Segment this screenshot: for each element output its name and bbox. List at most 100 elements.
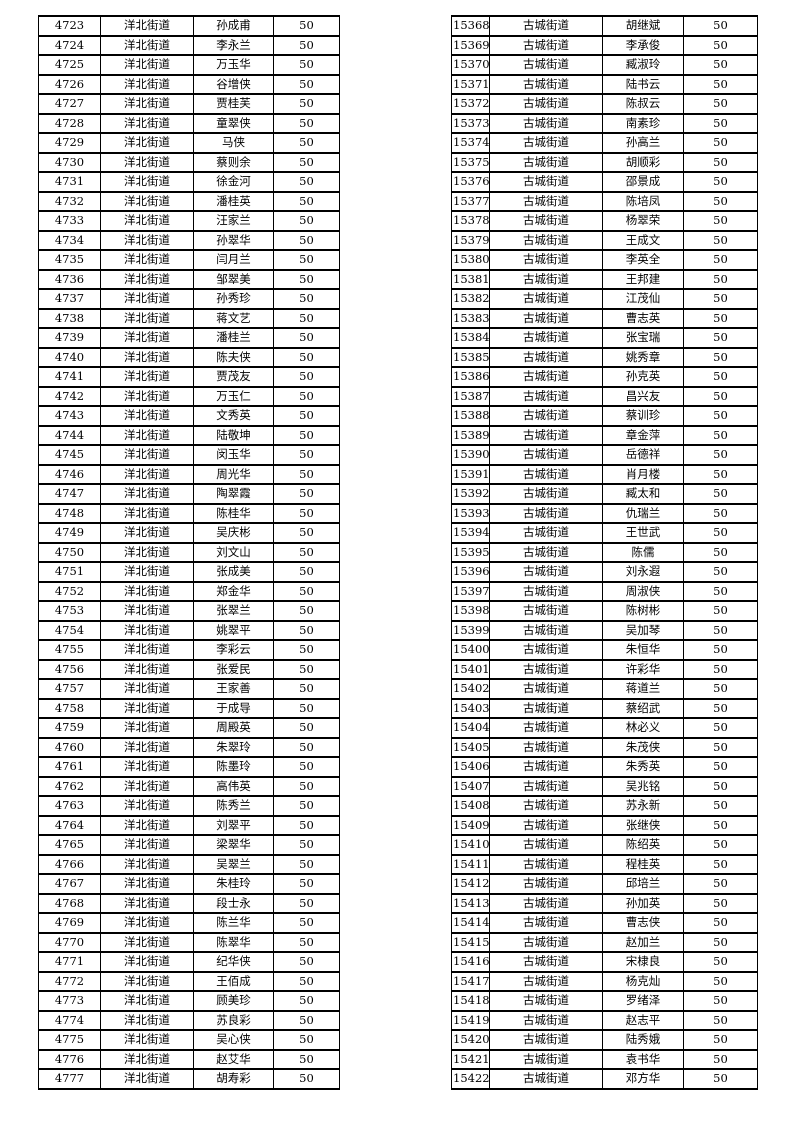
cell-serial: 4738 — [38, 307, 101, 329]
cell-street: 古城街道 — [489, 229, 603, 251]
cell-serial: 15368 — [451, 15, 490, 37]
cell-amount: 50 — [273, 424, 340, 446]
cell-street: 古城街道 — [489, 1068, 603, 1090]
table-row: 4777 洋北街道 胡寿彩 50 — [38, 1068, 340, 1090]
cell-person-name: 邵景成 — [602, 171, 684, 193]
cell-amount: 50 — [273, 775, 340, 797]
cell-serial: 4760 — [38, 736, 101, 758]
table-row: 15372 古城街道 陈叔云 50 — [451, 93, 758, 115]
cell-serial: 15393 — [451, 502, 490, 524]
cell-street: 洋北街道 — [100, 990, 194, 1012]
cell-serial: 4729 — [38, 132, 101, 154]
cell-person-name: 孙克英 — [602, 366, 684, 388]
cell-street: 古城街道 — [489, 151, 603, 173]
cell-serial: 4755 — [38, 639, 101, 661]
table-row: 4731 洋北街道 徐金河 50 — [38, 171, 340, 193]
table-row: 15419 古城街道 赵志平 50 — [451, 1009, 758, 1031]
cell-street: 古城街道 — [489, 522, 603, 544]
cell-person-name: 姚翠平 — [193, 619, 274, 641]
cell-serial: 15394 — [451, 522, 490, 544]
cell-serial: 4725 — [38, 54, 101, 76]
cell-amount: 50 — [273, 639, 340, 661]
cell-street: 洋北街道 — [100, 288, 194, 310]
table-row: 4733 洋北街道 汪家兰 50 — [38, 210, 340, 232]
cell-person-name: 郑金华 — [193, 580, 274, 602]
cell-person-name: 曹志侠 — [602, 912, 684, 934]
cell-person-name: 孙秀珍 — [193, 288, 274, 310]
cell-serial: 4768 — [38, 892, 101, 914]
cell-amount: 50 — [273, 717, 340, 739]
cell-serial: 15418 — [451, 990, 490, 1012]
cell-serial: 15421 — [451, 1048, 490, 1070]
cell-person-name: 陈兰华 — [193, 912, 274, 934]
cell-street: 洋北街道 — [100, 1029, 194, 1051]
cell-amount: 50 — [273, 1009, 340, 1031]
roster-table-left: 4723 洋北街道 孙成甫 50 4724 洋北街道 李永兰 50 4725 洋北街道 万玉华 50 4… — [38, 15, 340, 1090]
cell-amount: 50 — [273, 561, 340, 583]
cell-street: 洋北街道 — [100, 249, 194, 271]
table-row: 15393 古城街道 仇瑞兰 50 — [451, 502, 758, 524]
cell-serial: 15401 — [451, 658, 490, 680]
cell-serial: 15397 — [451, 580, 490, 602]
cell-street: 古城街道 — [489, 717, 603, 739]
cell-person-name: 周光华 — [193, 463, 274, 485]
table-row: 15391 古城街道 肖月楼 50 — [451, 463, 758, 485]
table-row: 15388 古城街道 蔡训珍 50 — [451, 405, 758, 427]
cell-person-name: 陈翠华 — [193, 931, 274, 953]
cell-street: 古城街道 — [489, 795, 603, 817]
cell-serial: 15422 — [451, 1068, 490, 1090]
cell-amount: 50 — [273, 483, 340, 505]
cell-street: 洋北街道 — [100, 853, 194, 875]
cell-person-name: 朱恒华 — [602, 639, 684, 661]
table-row: 4750 洋北街道 刘文山 50 — [38, 541, 340, 563]
table-row: 15399 古城街道 吴加琴 50 — [451, 619, 758, 641]
cell-serial: 4746 — [38, 463, 101, 485]
cell-person-name: 邹翠美 — [193, 268, 274, 290]
cell-street: 洋北街道 — [100, 268, 194, 290]
cell-person-name: 陈叔云 — [602, 93, 684, 115]
cell-serial: 15376 — [451, 171, 490, 193]
cell-person-name: 童翠侠 — [193, 112, 274, 134]
cell-amount: 50 — [273, 522, 340, 544]
cell-person-name: 邓方华 — [602, 1068, 684, 1090]
cell-street: 古城街道 — [489, 931, 603, 953]
cell-amount: 50 — [683, 210, 758, 232]
cell-street: 古城街道 — [489, 34, 603, 56]
cell-person-name: 朱翠玲 — [193, 736, 274, 758]
cell-person-name: 于成导 — [193, 697, 274, 719]
cell-person-name: 张宝瑞 — [602, 327, 684, 349]
cell-person-name: 陆敬坤 — [193, 424, 274, 446]
cell-person-name: 陆秀娥 — [602, 1029, 684, 1051]
table-row: 15396 古城街道 刘永遐 50 — [451, 561, 758, 583]
cell-street: 古城街道 — [489, 112, 603, 134]
cell-street: 洋北街道 — [100, 307, 194, 329]
cell-street: 古城街道 — [489, 639, 603, 661]
table-row: 4762 洋北街道 高伟英 50 — [38, 775, 340, 797]
cell-amount: 50 — [683, 853, 758, 875]
table-row: 15394 古城街道 王世武 50 — [451, 522, 758, 544]
cell-person-name: 陈桂华 — [193, 502, 274, 524]
roster-table-right: 15368 古城街道 胡继斌 50 15369 古城街道 李承俊 50 15370 古城街道 臧淑玲… — [451, 15, 758, 1090]
cell-person-name: 张成美 — [193, 561, 274, 583]
cell-amount: 50 — [683, 814, 758, 836]
cell-amount: 50 — [273, 268, 340, 290]
table-row: 4737 洋北街道 孙秀珍 50 — [38, 288, 340, 310]
cell-person-name: 袁书华 — [602, 1048, 684, 1070]
cell-amount: 50 — [683, 405, 758, 427]
cell-person-name: 万玉仁 — [193, 385, 274, 407]
table-row: 4730 洋北街道 蔡则余 50 — [38, 151, 340, 173]
table-row: 4729 洋北街道 马侠 50 — [38, 132, 340, 154]
cell-person-name: 蒋道兰 — [602, 678, 684, 700]
cell-serial: 4733 — [38, 210, 101, 232]
cell-person-name: 潘桂兰 — [193, 327, 274, 349]
cell-serial: 15417 — [451, 970, 490, 992]
cell-serial: 4756 — [38, 658, 101, 680]
cell-serial: 4726 — [38, 73, 101, 95]
cell-serial: 4765 — [38, 834, 101, 856]
cell-serial: 4773 — [38, 990, 101, 1012]
table-row: 15386 古城街道 孙克英 50 — [451, 366, 758, 388]
cell-serial: 4772 — [38, 970, 101, 992]
cell-serial: 15414 — [451, 912, 490, 934]
cell-amount: 50 — [683, 678, 758, 700]
cell-serial: 15375 — [451, 151, 490, 173]
